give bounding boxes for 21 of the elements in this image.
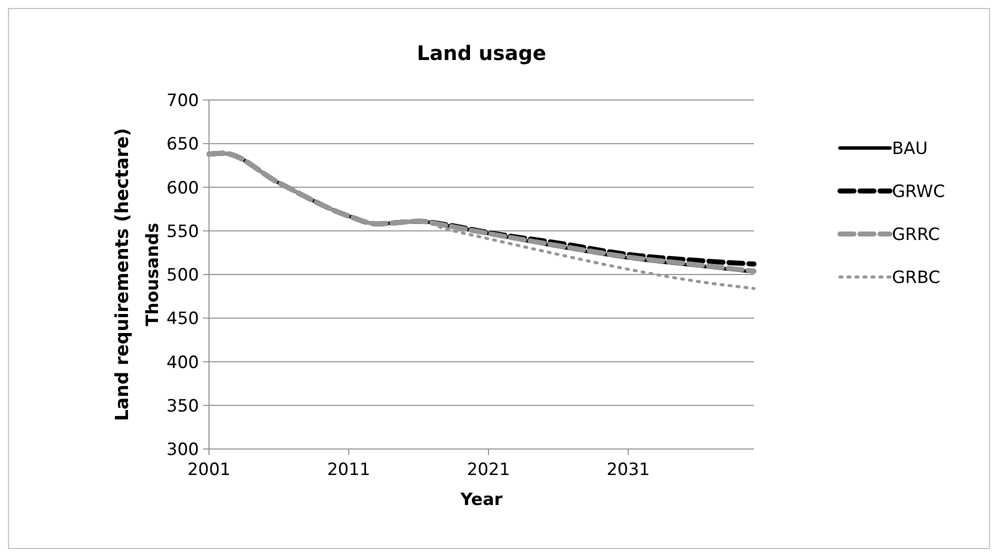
y-tick-label: 600 (166, 178, 199, 198)
legend-label: BAU (892, 139, 928, 159)
y-tick-label: 450 (166, 309, 199, 330)
y-tick-label: 550 (166, 222, 199, 242)
legend-label: GRBC (892, 268, 940, 288)
x-tick-label: 2021 (466, 460, 510, 480)
x-tick-label: 2011 (327, 460, 370, 480)
x-axis-title: Year (459, 490, 504, 510)
y-tick-label: 700 (166, 91, 199, 111)
y2-axis-title: Thousands (143, 222, 163, 326)
y-tick-label: 400 (166, 352, 199, 373)
y-tick-label: 500 (166, 266, 199, 286)
chart-title: Land usage (416, 41, 546, 65)
legend-label: GRWC (892, 182, 945, 202)
y-axis-title: Land requirements (hectare) (112, 128, 133, 421)
x-tick-label: 2001 (187, 460, 231, 480)
y-tick-label: 300 (166, 440, 199, 460)
legend-label: GRRC (892, 225, 940, 245)
y-tick-label: 350 (166, 396, 199, 416)
y-tick-label: 650 (166, 134, 199, 155)
x-tick-label: 2031 (606, 460, 650, 480)
